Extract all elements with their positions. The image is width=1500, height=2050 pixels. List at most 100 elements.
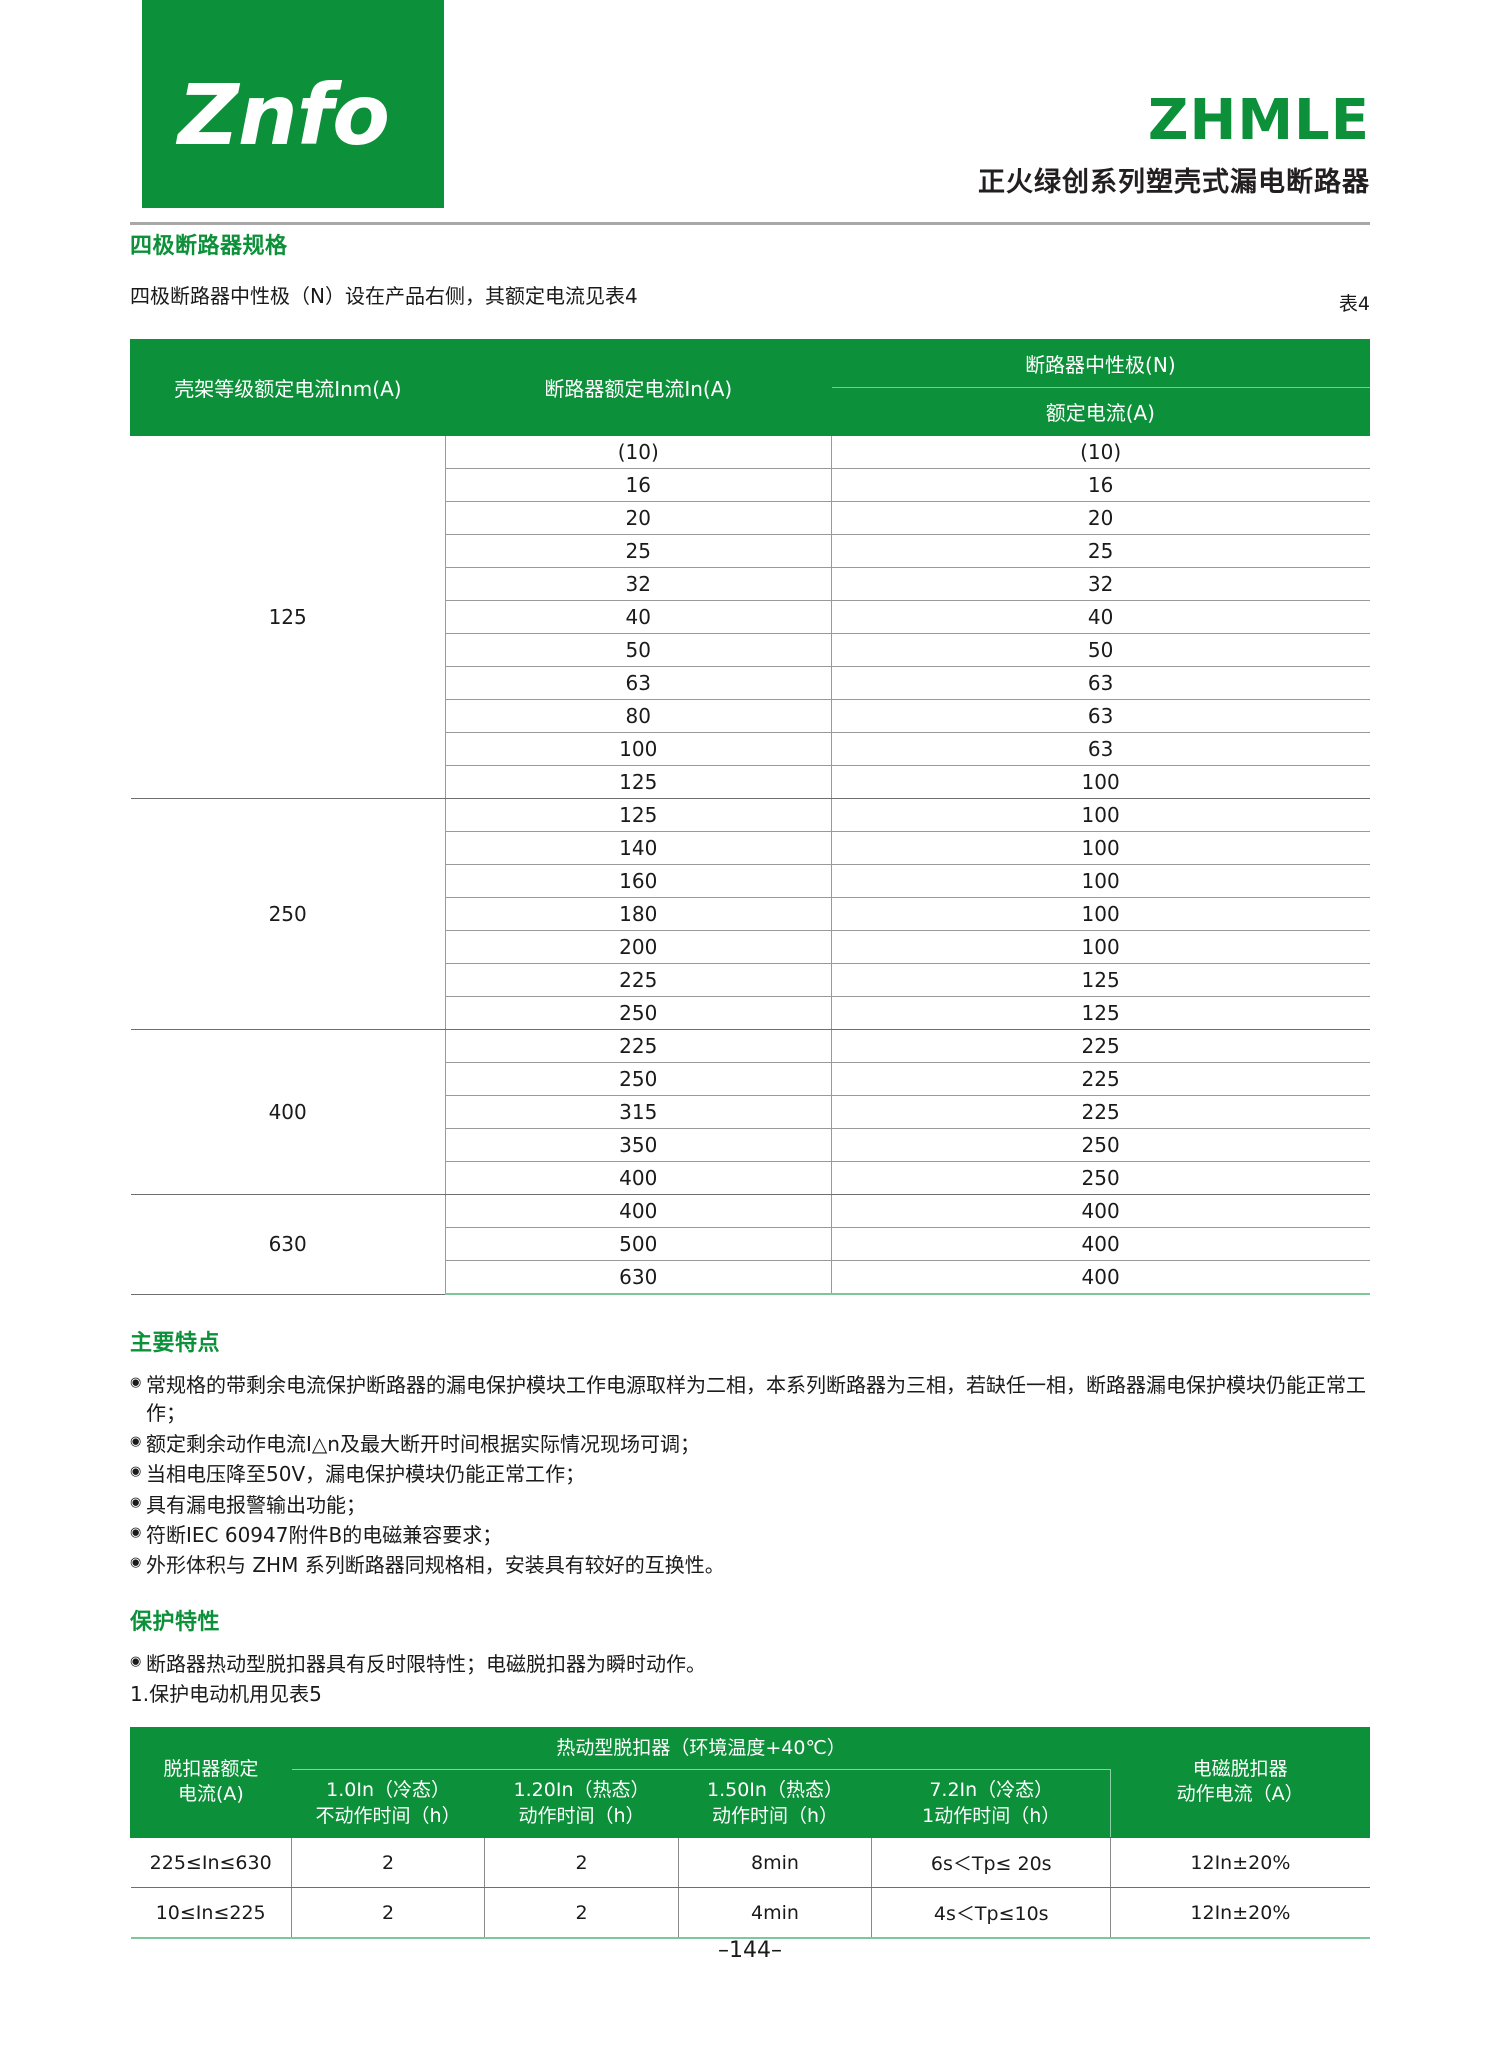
table5-subheader-line2: 1动作时间（h） — [922, 1804, 1061, 1827]
table4-cell-neutral-current: 100 — [831, 897, 1370, 931]
feature-bullet-item: ◉ 常规格的带剩余电流保护断路器的漏电保护模块工作电源取样为二相，本系列断路器为三… — [130, 1371, 1370, 1428]
table-row: 180 100 — [131, 897, 1370, 931]
table-row: 200 100 — [131, 930, 1370, 964]
table4-cell-neutral-current: 400 — [831, 1260, 1370, 1295]
protection-line-item: 1.保护电动机用见表5 — [130, 1682, 322, 1707]
section-note-spec: 四极断路器中性极（N）设在产品右侧，其额定电流见表4 — [130, 284, 638, 308]
bullet-dot-icon: ◉ — [130, 1653, 142, 1669]
bullet-dot-icon: ◉ — [130, 1555, 142, 1571]
table4-cell-rated-current: 160 — [445, 864, 832, 898]
table-row: 400 225 225 — [130, 1029, 1370, 1195]
table-row: 630 400 400 — [130, 1194, 1370, 1295]
table4-cell-neutral-current: 20 — [831, 501, 1370, 535]
bullet-dot-icon: ◉ — [130, 1375, 142, 1390]
protection-bullet-item: ◉ 断路器热动型脱扣器具有反时限特性；电磁脱扣器为瞬时动作。 — [130, 1650, 1370, 1678]
feature-bullet-text: 具有漏电报警输出功能； — [146, 1492, 366, 1517]
brand-logo-text: Znfo — [178, 66, 390, 164]
table4-cell-rated-current: 225 — [445, 1029, 832, 1063]
table4-cell-rated-current: (10) — [445, 435, 832, 469]
table4-cell-neutral-current: (10) — [831, 435, 1370, 469]
table5-subheader-line1: 1.20In（热态） — [513, 1779, 650, 1802]
table-four-pole-spec: 壳架等级额定电流Inm(A) 断路器额定电流In(A) 断路器中性极(N) 额定… — [130, 339, 1371, 1295]
table4-body: 125 (10) (10) 16 16 20 20 25 25 32 32 40 40 50 50 63 63 8… — [130, 435, 1370, 1295]
table5-cell-c4: 6s＜Tp≤ 20s — [871, 1837, 1112, 1889]
table-row: 160 100 — [131, 864, 1370, 898]
product-model-subtitle: 正火绿创系列塑壳式漏电断路器 — [978, 166, 1370, 198]
table5-subheader-line2: 不动作时间（h） — [315, 1804, 461, 1827]
table4-cell-rated-current: 40 — [445, 600, 832, 634]
table5-subheader-cell: 7.2In（冷态） 1动作时间（h） — [871, 1769, 1112, 1839]
table5-header-row-2: 1.0In（冷态） 不动作时间（h） 1.20In（热态） 动作时间（h） 1.50In… — [131, 1769, 1370, 1839]
table-row: 225≤In≤630 2 2 8min 6s＜Tp≤ 20s 12In±20% — [130, 1837, 1370, 1889]
table4-cell-rated-current: 125 — [445, 798, 832, 832]
table4-cell-rated-current: 180 — [445, 897, 832, 931]
table4-cell-neutral-current: 63 — [831, 732, 1370, 766]
table4-cell-rated-current: 20 — [445, 501, 832, 535]
table4-cell-neutral-current: 100 — [831, 798, 1370, 832]
table5-header-row-1: 脱扣器额定 电流(A) 热动型脱扣器（环境温度+40℃） 电磁脱扣器 动作电流（… — [130, 1726, 1370, 1839]
table4-cell-rated-current: 400 — [445, 1194, 832, 1228]
features-bullet-list: ◉ 常规格的带剩余电流保护断路器的漏电保护模块工作电源取样为二相，本系列断路器为三… — [130, 1371, 1370, 1580]
table5-subheader-line2: 动作时间（h） — [518, 1804, 645, 1827]
table4-cell-neutral-current: 100 — [831, 765, 1370, 799]
protection-bullet-text: 断路器热动型脱扣器具有反时限特性；电磁脱扣器为瞬时动作。 — [146, 1651, 706, 1676]
table4-cell-frame: 125 — [130, 435, 446, 799]
table5-subheader-line1: 1.0In（冷态） — [326, 1779, 450, 1802]
table-row: 630 400 — [131, 1260, 1370, 1295]
table4-cell-neutral-current: 32 — [831, 567, 1370, 601]
section-title-features: 主要特点 — [130, 1331, 221, 1356]
table-row: 500 400 — [131, 1227, 1370, 1261]
page-footer: –144– — [0, 1938, 1500, 1963]
table-row: 125 (10) (10) — [130, 435, 1370, 799]
table4-cell-neutral-current: 25 — [831, 534, 1370, 568]
table5-subheader-cell: 1.0In（冷态） 不动作时间（h） — [290, 1769, 486, 1839]
table4-cell-neutral-current: 225 — [831, 1062, 1370, 1096]
table5-header-rated-line1: 脱扣器额定 — [163, 1757, 259, 1780]
table-row: 125 100 — [131, 765, 1370, 799]
table5-subheader-cell: 1.50In（热态） 动作时间（h） — [677, 1769, 873, 1839]
feature-bullet-text: 常规格的带剩余电流保护断路器的漏电保护模块工作电源取样为二相，本系列断路器为三相… — [146, 1373, 1366, 1426]
feature-bullet-text: 外形体积与 ZHM 系列断路器同规格相，安装具有较好的互换性。 — [146, 1553, 725, 1578]
table5-header-electromagnetic: 电磁脱扣器 动作电流（A） — [1110, 1726, 1370, 1839]
table4-label-row: 表4 — [130, 293, 1370, 333]
table4-header-rated: 断路器额定电流In(A) — [444, 339, 832, 436]
table-row: 350 250 — [131, 1128, 1370, 1162]
table4-cell-neutral-current: 400 — [831, 1227, 1370, 1261]
table5-cell-c5: 12In±20% — [1110, 1887, 1370, 1940]
table5-cell-c1: 2 — [291, 1887, 486, 1940]
table-motor-protection: 脱扣器额定 电流(A) 热动型脱扣器（环境温度+40℃） 电磁脱扣器 动作电流（… — [130, 1726, 1370, 1940]
bullet-dot-icon: ◉ — [130, 1494, 142, 1510]
table4-cell-rated-current: 225 — [445, 963, 832, 997]
section-title-spec: 四极断路器规格 — [130, 234, 288, 259]
table4-cell-neutral-current: 400 — [831, 1194, 1370, 1228]
feature-bullet-item: ◉ 外形体积与 ZHM 系列断路器同规格相，安装具有较好的互换性。 — [130, 1551, 1370, 1579]
bullet-dot-icon: ◉ — [130, 1464, 142, 1480]
table5-header-em-line1: 电磁脱扣器 — [1192, 1757, 1288, 1780]
section-title-protection: 保护特性 — [130, 1609, 221, 1635]
table5-cell-rated: 10≤In≤225 — [130, 1887, 292, 1940]
table-row: 50 50 — [131, 633, 1370, 667]
table-row: 140 100 — [131, 831, 1370, 865]
table4-header-frame: 壳架等级额定电流Inm(A) — [130, 339, 446, 436]
header-title-group: ZHMLE 正火绿创系列塑壳式漏电断路器 — [978, 91, 1370, 199]
protection-bullet-list: ◉ 断路器热动型脱扣器具有反时限特性；电磁脱扣器为瞬时动作。 1.保护电动机用见… — [130, 1650, 1370, 1709]
table4-cell-neutral-current: 125 — [831, 963, 1370, 997]
table-row: 100 63 — [131, 732, 1370, 766]
table4-cell-rated-current: 25 — [445, 534, 832, 568]
table5-subheader-line1: 7.2In（冷态） — [929, 1779, 1054, 1802]
bullet-dot-icon: ◉ — [130, 1433, 142, 1449]
table4-header-neutral-top: 断路器中性极(N) — [830, 339, 1371, 388]
table5-cell-c4: 4s＜Tp≤10s — [871, 1887, 1112, 1940]
table4-cell-neutral-current: 100 — [831, 930, 1370, 964]
table4-cell-neutral-current: 100 — [831, 831, 1370, 865]
table4-cell-rated-current: 63 — [445, 666, 832, 700]
table-row: 25 25 — [131, 534, 1370, 568]
table-row: 315 225 — [131, 1095, 1370, 1129]
table4-cell-neutral-current: 125 — [831, 996, 1370, 1030]
table5-cell-c3: 4min — [678, 1887, 873, 1940]
feature-bullet-item: ◉ 额定剩余动作电流I△n及最大断开时间根据实际情况现场可调； — [130, 1430, 1370, 1458]
table5-header-thermal-group: 热动型脱扣器（环境温度+40℃） — [290, 1726, 1112, 1771]
feature-bullet-text: 当相电压降至50V，漏电保护模块仍能正常工作； — [146, 1462, 586, 1487]
table4-cell-rated-current: 16 — [445, 468, 832, 502]
